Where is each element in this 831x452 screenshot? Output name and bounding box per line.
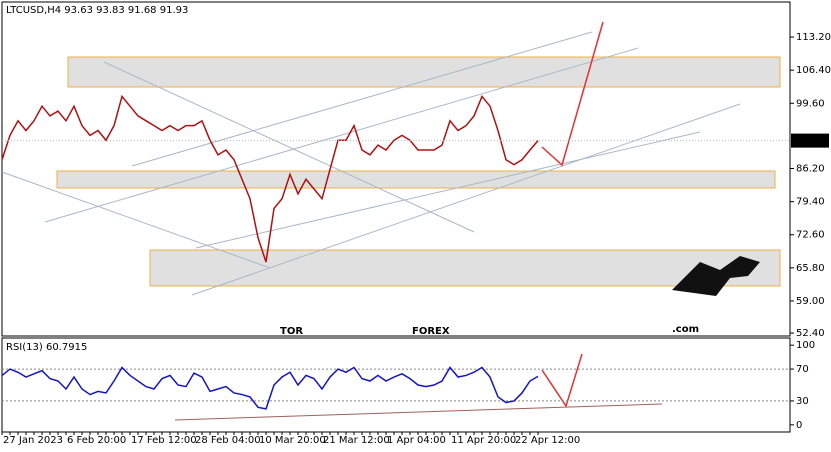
x-tick-label: 17 Feb 12:00 — [131, 435, 197, 446]
rsi-label: RSI(13) 60.7915 — [6, 342, 87, 353]
x-tick-label: 27 Jan 2023 — [3, 435, 63, 446]
y2-tick-label: 100 — [796, 340, 815, 351]
y-tick-label: 106.40 — [796, 65, 831, 76]
chart-title: LTCUSD,H4 93.63 93.83 91.68 91.93 — [6, 5, 188, 16]
price-line — [1, 94, 539, 263]
support-zone — [56, 170, 776, 189]
x-tick-label: 6 Feb 20:00 — [67, 435, 126, 446]
y-tick-label: 113.20 — [796, 32, 831, 43]
last-price-tag — [791, 133, 829, 148]
rsi-trend-line — [174, 403, 663, 421]
y-tick-label: 72.60 — [796, 230, 825, 241]
watermark: TOR FOREX .com — [280, 256, 760, 337]
rsi-panel — [1, 337, 791, 433]
y2-tick-label: 70 — [796, 364, 809, 375]
y2-tick-label: 0 — [796, 420, 802, 431]
support-zone — [149, 249, 781, 287]
trend-line — [103, 61, 475, 233]
watermark-forex: FOREX — [412, 326, 450, 337]
x-tick-label: 10 Mar 20:00 — [259, 435, 326, 446]
rsi-line — [1, 366, 539, 410]
trend-line — [131, 31, 593, 167]
x-tick-label: 21 Mar 12:00 — [323, 435, 390, 446]
resistance-zone — [67, 56, 781, 88]
y-tick-label: 79.40 — [796, 197, 825, 208]
forecast-arrow — [541, 21, 604, 167]
trend-line — [1, 171, 271, 269]
forecast-arrow — [541, 353, 583, 408]
x-tick-label: 22 Apr 12:00 — [515, 435, 580, 446]
trend-line — [44, 47, 639, 223]
watermark-com: .com — [672, 324, 699, 335]
trend-line — [195, 131, 701, 249]
y-tick-label: 65.80 — [796, 263, 825, 274]
x-tick-label: 11 Apr 20:00 — [451, 435, 516, 446]
trend-lines — [1, 31, 741, 421]
watermark-tor: TOR — [280, 326, 303, 337]
last-price-label: 91.93 — [795, 136, 824, 147]
x-tick-label: 1 Apr 04:00 — [387, 435, 446, 446]
y-tick-label: 52.40 — [796, 328, 825, 339]
bull-icon — [672, 256, 760, 296]
y-tick-label: 86.20 — [796, 164, 825, 175]
trend-line — [191, 103, 741, 296]
y-tick-label: 59.00 — [796, 296, 825, 307]
y-tick-label: 99.60 — [796, 98, 825, 109]
x-tick-label: 28 Feb 04:00 — [195, 435, 261, 446]
y2-tick-label: 30 — [796, 396, 809, 407]
forecast-arrows — [541, 21, 604, 408]
